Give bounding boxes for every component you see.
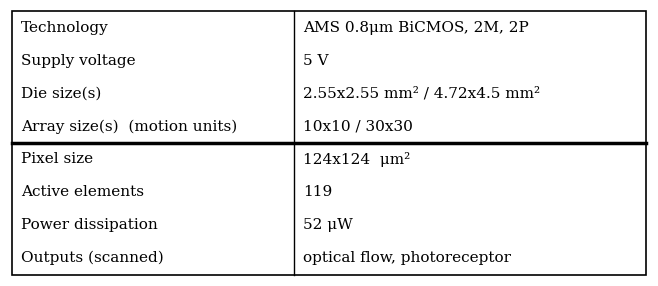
Text: 124x124  μm²: 124x124 μm² — [303, 152, 411, 167]
Text: 5 V: 5 V — [303, 54, 329, 68]
Text: Array size(s)  (motion units): Array size(s) (motion units) — [21, 119, 238, 134]
Text: 10x10 / 30x30: 10x10 / 30x30 — [303, 120, 413, 134]
Text: 2.55x2.55 mm² / 4.72x4.5 mm²: 2.55x2.55 mm² / 4.72x4.5 mm² — [303, 87, 540, 101]
Text: Outputs (scanned): Outputs (scanned) — [21, 251, 164, 265]
Text: Active elements: Active elements — [21, 185, 144, 199]
Text: 52 μW: 52 μW — [303, 218, 353, 232]
Text: Pixel size: Pixel size — [21, 152, 93, 166]
Text: Die size(s): Die size(s) — [21, 87, 101, 101]
Text: Technology: Technology — [21, 21, 109, 35]
Text: Power dissipation: Power dissipation — [21, 218, 158, 232]
Text: 119: 119 — [303, 185, 332, 199]
Text: Supply voltage: Supply voltage — [21, 54, 136, 68]
Text: optical flow, photoreceptor: optical flow, photoreceptor — [303, 251, 511, 265]
Text: AMS 0.8μm BiCMOS, 2M, 2P: AMS 0.8μm BiCMOS, 2M, 2P — [303, 21, 529, 35]
